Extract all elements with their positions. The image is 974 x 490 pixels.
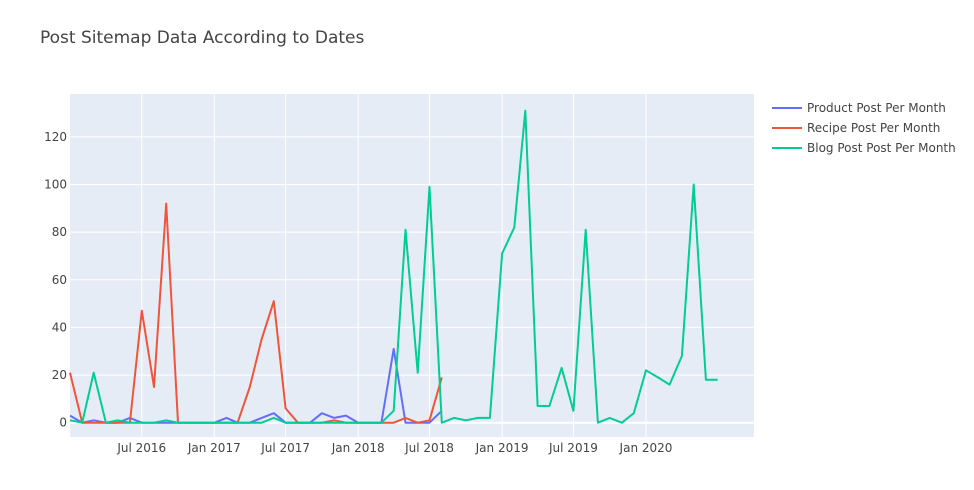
chart-title: Post Sitemap Data According to Dates — [40, 28, 365, 48]
x-grid — [141, 94, 647, 437]
y-tick-label: 120 — [44, 130, 67, 144]
series-lines — [69, 109, 718, 424]
y-tick-label: 0 — [59, 416, 67, 430]
legend-label: Blog Post Post Per Month — [807, 141, 956, 155]
legend[interactable]: Product Post Per Month Recipe Post Per Mo… — [772, 101, 956, 155]
x-tick-label: Jul 2016 — [116, 441, 166, 455]
x-tick-label: Jan 2018 — [331, 441, 385, 455]
legend-label: Product Post Per Month — [807, 101, 946, 115]
x-tick-label: Jan 2017 — [187, 441, 241, 455]
y-axis-ticks: 0 20 40 60 80 100 120 — [44, 130, 67, 430]
y-tick-label: 40 — [52, 320, 67, 334]
y-tick-label: 80 — [52, 225, 67, 239]
y-tick-label: 20 — [52, 368, 67, 382]
x-tick-label: Jul 2019 — [548, 441, 598, 455]
plot-background — [70, 94, 754, 437]
y-tick-label: 100 — [44, 178, 67, 192]
legend-label: Recipe Post Per Month — [807, 121, 940, 135]
legend-item[interactable]: Product Post Per Month — [772, 101, 946, 115]
x-tick-label: Jul 2017 — [260, 441, 310, 455]
x-axis-ticks: Jul 2016 Jan 2017 Jul 2017 Jan 2018 Jul 2018… — [116, 441, 672, 455]
legend-item[interactable]: Recipe Post Per Month — [772, 121, 940, 135]
legend-item[interactable]: Blog Post Post Per Month — [772, 141, 956, 155]
series-line-3 — [69, 109, 718, 424]
x-tick-label: Jan 2019 — [475, 441, 529, 455]
x-tick-label: Jan 2020 — [619, 441, 673, 455]
y-tick-label: 60 — [52, 273, 67, 287]
x-tick-label: Jul 2018 — [404, 441, 454, 455]
